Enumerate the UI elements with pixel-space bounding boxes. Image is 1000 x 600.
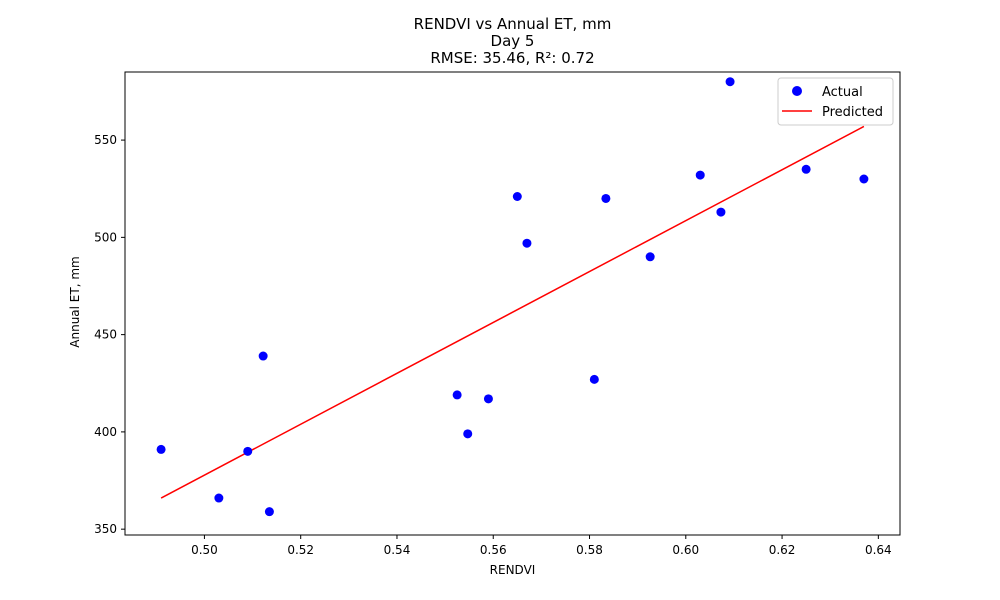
actual-point (725, 77, 735, 87)
actual-point (156, 444, 166, 454)
legend: Actual Predicted (777, 77, 894, 126)
actual-point (859, 174, 869, 184)
chart-title-line-2: Day 5 (491, 32, 535, 50)
x-tick-label: 0.56 (480, 543, 507, 557)
x-axis-label: RENDVI (490, 563, 536, 577)
y-tick-label: 500 (94, 230, 117, 244)
actual-point (214, 493, 224, 503)
actual-point (463, 429, 473, 439)
y-tick-label: 400 (94, 425, 117, 439)
legend-box (777, 77, 894, 126)
legend-label-predicted: Predicted (822, 105, 883, 120)
y-axis-ticks: 350 400 450 500 550 (94, 133, 125, 536)
x-tick-label: 0.64 (865, 543, 892, 557)
actual-point (258, 351, 268, 361)
actual-point (601, 193, 611, 203)
actual-point (452, 390, 462, 400)
x-tick-label: 0.58 (576, 543, 603, 557)
actual-point (645, 252, 655, 262)
actual-point (243, 446, 253, 456)
x-tick-label: 0.60 (672, 543, 699, 557)
x-axis-ticks: 0.50 0.52 0.54 0.56 0.58 0.60 0.62 0.64 (191, 535, 892, 557)
y-tick-label: 450 (94, 328, 117, 342)
plot-area (156, 77, 869, 517)
x-tick-label: 0.50 (191, 543, 218, 557)
actual-point (801, 164, 811, 174)
chart-title-line-1: RENDVI vs Annual ET, mm (414, 15, 612, 33)
actual-point (716, 207, 726, 217)
legend-label-actual: Actual (822, 85, 863, 100)
actual-point (522, 238, 532, 248)
actual-point (483, 394, 493, 404)
chart-title: RENDVI vs Annual ET, mm Day 5 RMSE: 35.4… (414, 15, 612, 67)
y-tick-label: 550 (94, 133, 117, 147)
x-tick-label: 0.52 (287, 543, 314, 557)
predicted-line (160, 125, 865, 499)
plot-frame (124, 71, 901, 536)
actual-point (695, 170, 705, 180)
actual-point (264, 507, 274, 517)
chart-title-line-3: RMSE: 35.46, R²: 0.72 (430, 49, 594, 67)
y-axis-label: Annual ET, mm (68, 256, 82, 347)
actual-point (589, 374, 599, 384)
x-tick-label: 0.54 (384, 543, 411, 557)
legend-marker-actual (792, 86, 802, 96)
y-tick-label: 350 (94, 522, 117, 536)
actual-point (512, 192, 522, 202)
x-tick-label: 0.62 (769, 543, 796, 557)
